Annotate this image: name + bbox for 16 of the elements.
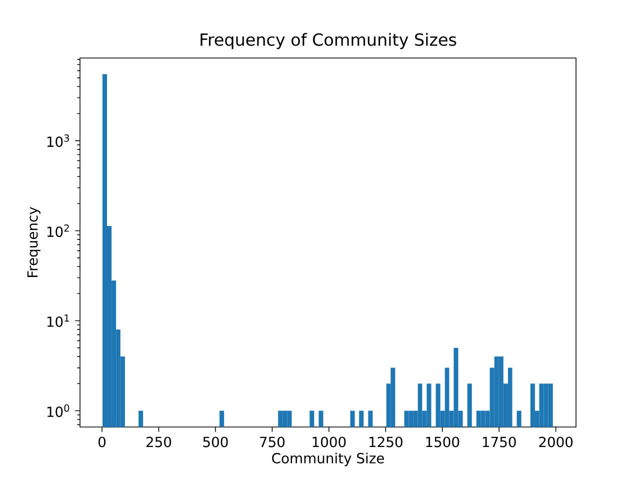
- x-tick-label: 1000: [312, 436, 346, 448]
- x-tick-label: 1500: [426, 436, 460, 448]
- x-tick-label: 1250: [369, 436, 402, 448]
- x-tick-label: 750: [260, 436, 285, 448]
- x-tick-label: 500: [203, 436, 228, 448]
- y-tick-label: 10$^{1}$: [47, 314, 69, 327]
- x-axis-title: Community Size: [272, 452, 384, 466]
- y-tick-label: 10$^{3}$: [47, 134, 69, 148]
- y-axis-title: Frequency: [27, 206, 40, 278]
- y-tick-label: 10$^{0}$: [47, 404, 70, 418]
- x-tick-label: 2000: [539, 436, 573, 448]
- x-tick-label: 0: [98, 436, 106, 448]
- chart-title: Frequency of Community Sizes: [200, 33, 456, 50]
- x-tick-label: 1750: [482, 436, 516, 448]
- y-tick-label: 10$^{2}$: [47, 224, 69, 238]
- x-tick-label: 250: [146, 436, 172, 448]
